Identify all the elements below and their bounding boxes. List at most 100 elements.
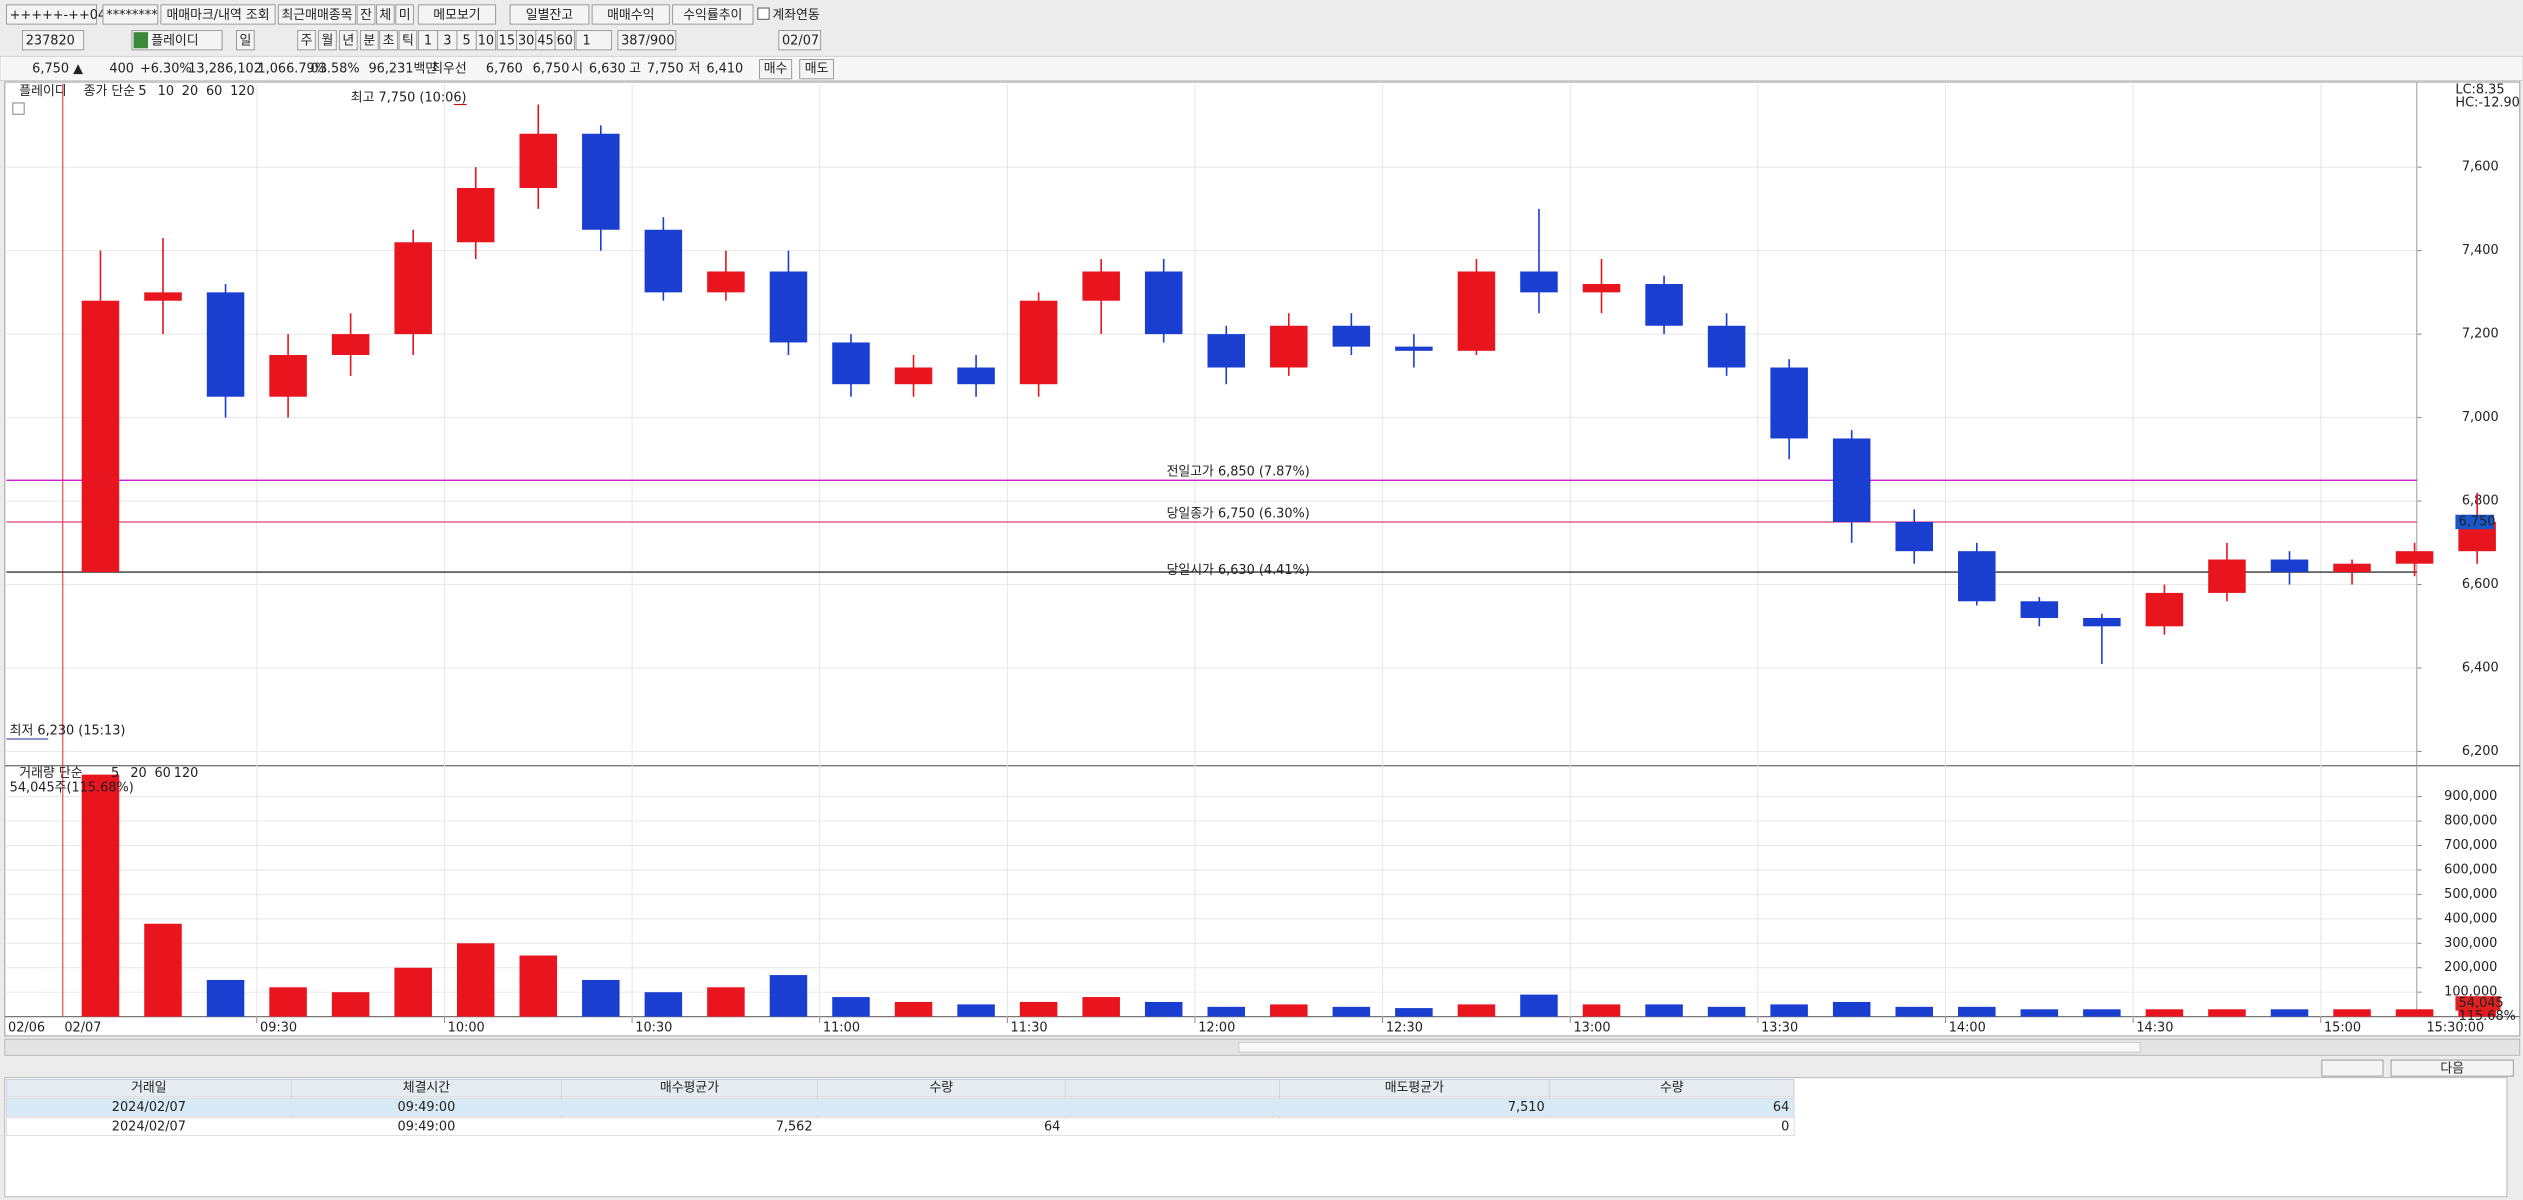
quote-ask: 6,760	[486, 62, 523, 77]
volume-bar	[1019, 1001, 1058, 1017]
volume-ma-legend: 5	[111, 766, 119, 781]
interval-button[interactable]	[554, 30, 575, 51]
volume-bar	[832, 997, 870, 1017]
quote-bid: 6,750	[533, 62, 570, 77]
volume-bar	[1770, 1004, 1808, 1017]
date: 02/07	[782, 34, 819, 49]
period-button[interactable]	[297, 30, 316, 51]
candle-body	[1207, 334, 1246, 368]
volume-bar	[2208, 1009, 2246, 1017]
buy-button[interactable]	[758, 59, 793, 80]
account: +++++-++04	[10, 8, 106, 23]
toolbar-button[interactable]	[591, 4, 670, 25]
interval-button[interactable]	[475, 30, 497, 51]
volume-bar	[1520, 994, 1558, 1017]
table-cell: 2024/02/07	[112, 1100, 186, 1115]
link-label: 계좌연동	[772, 8, 819, 23]
toolbar-button[interactable]	[160, 4, 276, 25]
toolbar-button-label: 잔	[360, 8, 372, 23]
candle-body	[1144, 271, 1183, 335]
panel-icon[interactable]	[12, 102, 25, 115]
toggle-button[interactable]	[2321, 1059, 2384, 1077]
interval-label: 60	[557, 34, 573, 49]
period-label: 틱	[402, 34, 414, 49]
date-field[interactable]	[778, 30, 822, 51]
volume-bar	[1457, 1004, 1496, 1017]
name-field[interactable]	[131, 30, 223, 51]
link-checkbox[interactable]	[757, 7, 770, 20]
quote-low-label: 저	[689, 62, 701, 77]
table-header	[6, 1079, 1795, 1098]
candle-body	[1958, 551, 1996, 602]
toolbar-button[interactable]	[509, 4, 590, 25]
candle-body	[1707, 325, 1746, 368]
x-tick-label: 13:30	[1761, 1020, 1798, 1035]
high-annotation: 최고 7,750 (10:06)	[351, 91, 467, 106]
volume-ma-legend: 20	[130, 766, 146, 781]
volume-bar	[1958, 1006, 1996, 1017]
candle-body	[519, 133, 558, 189]
candle-body	[269, 354, 307, 397]
toolbar-button-label: 최근매매종목	[281, 8, 352, 23]
candle-body	[582, 133, 620, 230]
y-tick-label: 6,200	[2462, 744, 2499, 759]
new-tag	[133, 32, 149, 49]
table-row	[6, 1117, 1795, 1136]
y-tick-label: 6,400	[2462, 661, 2499, 676]
candle-body	[206, 292, 245, 397]
candle-body	[2083, 617, 2121, 627]
candle-body	[1895, 521, 1934, 552]
ma-legend: 10	[158, 84, 174, 99]
period-button[interactable]	[318, 30, 337, 51]
toolbar-button[interactable]	[376, 4, 395, 25]
count-field[interactable]	[575, 30, 612, 51]
toolbar-button[interactable]	[356, 4, 376, 25]
legend-label: 종가 단순	[84, 84, 136, 99]
period-button[interactable]	[236, 30, 255, 51]
period-button[interactable]	[398, 30, 418, 51]
quote-change-pct: +6.30%	[140, 62, 192, 77]
low-annotation: 최저 6,230 (15:13)	[10, 723, 126, 738]
password-field[interactable]	[102, 4, 159, 25]
ma-legend: 5	[138, 84, 146, 99]
sell-button[interactable]	[799, 59, 834, 80]
corner-label: HC:-12.90	[2455, 95, 2519, 110]
period-button[interactable]	[379, 30, 398, 51]
candle-body	[2270, 559, 2309, 573]
account-field[interactable]	[5, 4, 98, 25]
quote-amount: 96,231백만	[368, 62, 437, 77]
candle-body	[394, 242, 432, 335]
period-label: 주	[301, 34, 313, 49]
table-header-label: 체결시간	[403, 1081, 450, 1096]
interval-label: 45	[537, 34, 553, 49]
x-tick-label: 09:30	[260, 1020, 297, 1035]
volume-bar	[1270, 1004, 1308, 1017]
volume-bar	[2020, 1009, 2059, 1017]
end-time: 15:30:00	[2426, 1020, 2484, 1035]
candle-body	[81, 300, 120, 573]
ma-legend: 120	[230, 84, 255, 99]
table-header-label: 거래일	[131, 1081, 167, 1096]
code-field[interactable]	[22, 30, 85, 51]
interval-label: 30	[518, 34, 534, 49]
period-button[interactable]	[359, 30, 379, 51]
volume-tick-label: 700,000	[2444, 838, 2497, 853]
x-tick-label: 11:00	[823, 1020, 860, 1035]
scroll-thumb[interactable]	[1238, 1042, 2141, 1053]
interval-label: 10	[478, 34, 494, 49]
quote-open-label: 시	[571, 62, 583, 77]
volume-tick-label: 500,000	[2444, 887, 2497, 902]
next-button[interactable]	[2390, 1059, 2514, 1077]
toolbar-button[interactable]	[277, 4, 357, 25]
range-field[interactable]	[617, 30, 677, 51]
toolbar-button-label: 수익률추이	[683, 8, 742, 23]
toolbar-button[interactable]	[417, 4, 497, 25]
period-label: 분	[363, 34, 375, 49]
candle-body	[1019, 300, 1058, 385]
ma-legend: 60	[206, 84, 222, 99]
toolbar-button[interactable]	[672, 4, 754, 25]
candle-body	[2208, 559, 2246, 593]
period-button[interactable]	[339, 30, 358, 51]
y-tick-label: 7,200	[2462, 327, 2499, 342]
toolbar-button[interactable]	[395, 4, 415, 25]
